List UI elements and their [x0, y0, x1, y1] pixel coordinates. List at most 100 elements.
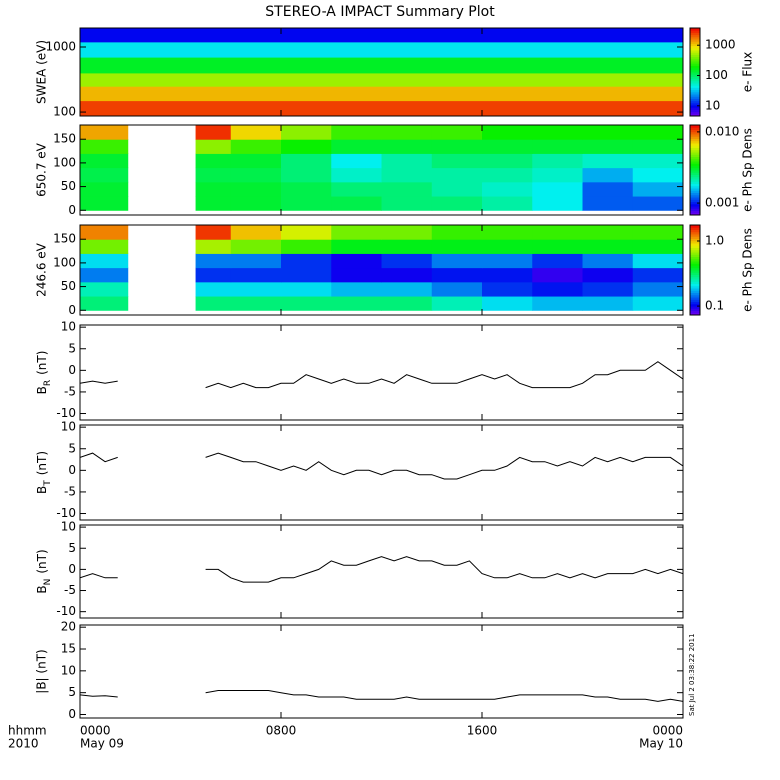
heatmap-cell — [632, 239, 683, 254]
x-axis-label: 2010 — [8, 737, 39, 751]
chart-title: STEREO-A IMPACT Summary Plot — [265, 4, 495, 20]
colorbar-segment — [690, 254, 700, 257]
y-axis-label-part: B — [35, 486, 49, 494]
heatmap-cell — [632, 253, 683, 269]
colorbar-segment — [690, 67, 700, 71]
heatmap-cell — [582, 239, 634, 254]
y-tick-label: 5 — [68, 541, 76, 555]
y-tick-label: 100 — [53, 105, 76, 119]
timestamp: Sat Jul 2 03:38:22 2011 — [688, 633, 696, 716]
heatmap-cell — [195, 196, 232, 211]
y-tick-label: 50 — [61, 179, 76, 193]
heatmap-cell — [482, 253, 533, 269]
heatmap-cell — [230, 239, 282, 254]
heatmap-cell — [431, 125, 483, 140]
y-axis-label: BN (nT) — [35, 549, 53, 593]
heatmap-cell — [80, 100, 683, 116]
y-axis-label-part: (nT) — [35, 351, 49, 375]
heatmap-cell — [482, 267, 533, 283]
heatmap-cell — [632, 167, 683, 183]
heatmap-cell — [532, 239, 583, 254]
heatmap-cell — [381, 153, 433, 169]
colorbar-segment — [690, 294, 700, 298]
heatmap-cell — [632, 225, 683, 240]
colorbar-segment — [690, 127, 700, 130]
colorbar-segment — [690, 85, 700, 88]
colorbar-segment — [690, 258, 700, 262]
heatmap-cell — [582, 253, 634, 269]
y-tick-label: 100 — [53, 155, 76, 169]
colorbar-segment — [690, 165, 700, 169]
colorbar-segment — [690, 147, 700, 151]
heatmap-cell — [381, 267, 433, 283]
colorbar-segment — [690, 225, 700, 228]
heatmap-cell — [281, 181, 332, 197]
colorbar-segment — [690, 247, 700, 251]
plot-area — [80, 556, 683, 583]
heatmap-cell — [80, 225, 129, 240]
colorbar-segment — [690, 56, 700, 60]
heatmap-cell — [331, 196, 382, 211]
heatmap-cell — [195, 153, 232, 169]
colorbar-label: e- Ph Sp Dens — [741, 228, 755, 312]
y-tick-label: 50 — [61, 279, 76, 293]
colorbar-segment — [690, 87, 700, 91]
y-tick-label: 150 — [53, 132, 76, 146]
heatmap-cell — [532, 253, 583, 269]
colorbar-segment — [690, 185, 700, 189]
heatmap-cell — [582, 125, 634, 140]
colorbar-segment — [690, 43, 700, 47]
heatmap-cell — [80, 167, 129, 183]
colorbar-segment — [690, 276, 700, 280]
heatmap-cell — [431, 139, 483, 154]
heatmap-cell — [532, 225, 583, 240]
heatmap-cell — [482, 296, 533, 311]
heatmap-cell — [80, 28, 683, 43]
colorbar-segment — [690, 234, 700, 237]
colorbar-segment — [690, 134, 700, 137]
heatmap-cell — [80, 296, 129, 311]
colorbar-segment — [690, 240, 700, 244]
heatmap-cell — [230, 181, 282, 197]
y-tick-label: 0 — [68, 203, 76, 217]
colorbar-segment — [690, 279, 700, 282]
data-line — [80, 556, 683, 583]
y-tick-label: 0 — [68, 463, 76, 477]
heatmap-cell — [80, 153, 129, 169]
heatmap-cell — [230, 296, 282, 311]
colorbar-segment — [690, 297, 700, 300]
colorbar-segment — [690, 94, 700, 97]
colorbar-segment — [690, 136, 700, 139]
data-line — [80, 690, 683, 702]
y-tick-label: -5 — [64, 583, 76, 597]
heatmap-cell — [80, 72, 683, 87]
colorbar-segment — [690, 301, 700, 305]
colorbar-segment — [690, 172, 700, 175]
heatmap-cell — [80, 281, 129, 297]
colorbar-segment — [690, 181, 700, 184]
heatmap-cell — [331, 125, 382, 140]
colorbar-segment — [690, 265, 700, 269]
heatmap-cell — [230, 125, 282, 140]
colorbar-segment — [690, 188, 700, 191]
heatmap-cell — [431, 225, 483, 240]
colorbar-segment — [690, 140, 700, 144]
colorbar-segment — [690, 267, 700, 271]
heatmap-cell — [195, 253, 232, 269]
y-tick-label: -10 — [56, 604, 76, 618]
colorbar-segment — [690, 231, 700, 235]
colorbar-segment — [690, 236, 700, 239]
colorbar-segment — [690, 52, 700, 55]
colorbar-segment — [690, 89, 700, 93]
plot-area — [80, 452, 683, 480]
colorbar-segment — [690, 261, 700, 264]
colorbar-segment — [690, 98, 700, 102]
plot-area — [80, 28, 683, 116]
heatmap-cell — [230, 267, 282, 283]
colorbar-tick-label: 1.0 — [705, 233, 724, 247]
colorbar-segment — [690, 54, 700, 58]
colorbar-segment — [690, 156, 700, 160]
date-label: May 10 — [639, 737, 683, 751]
colorbar-segment — [690, 152, 700, 155]
